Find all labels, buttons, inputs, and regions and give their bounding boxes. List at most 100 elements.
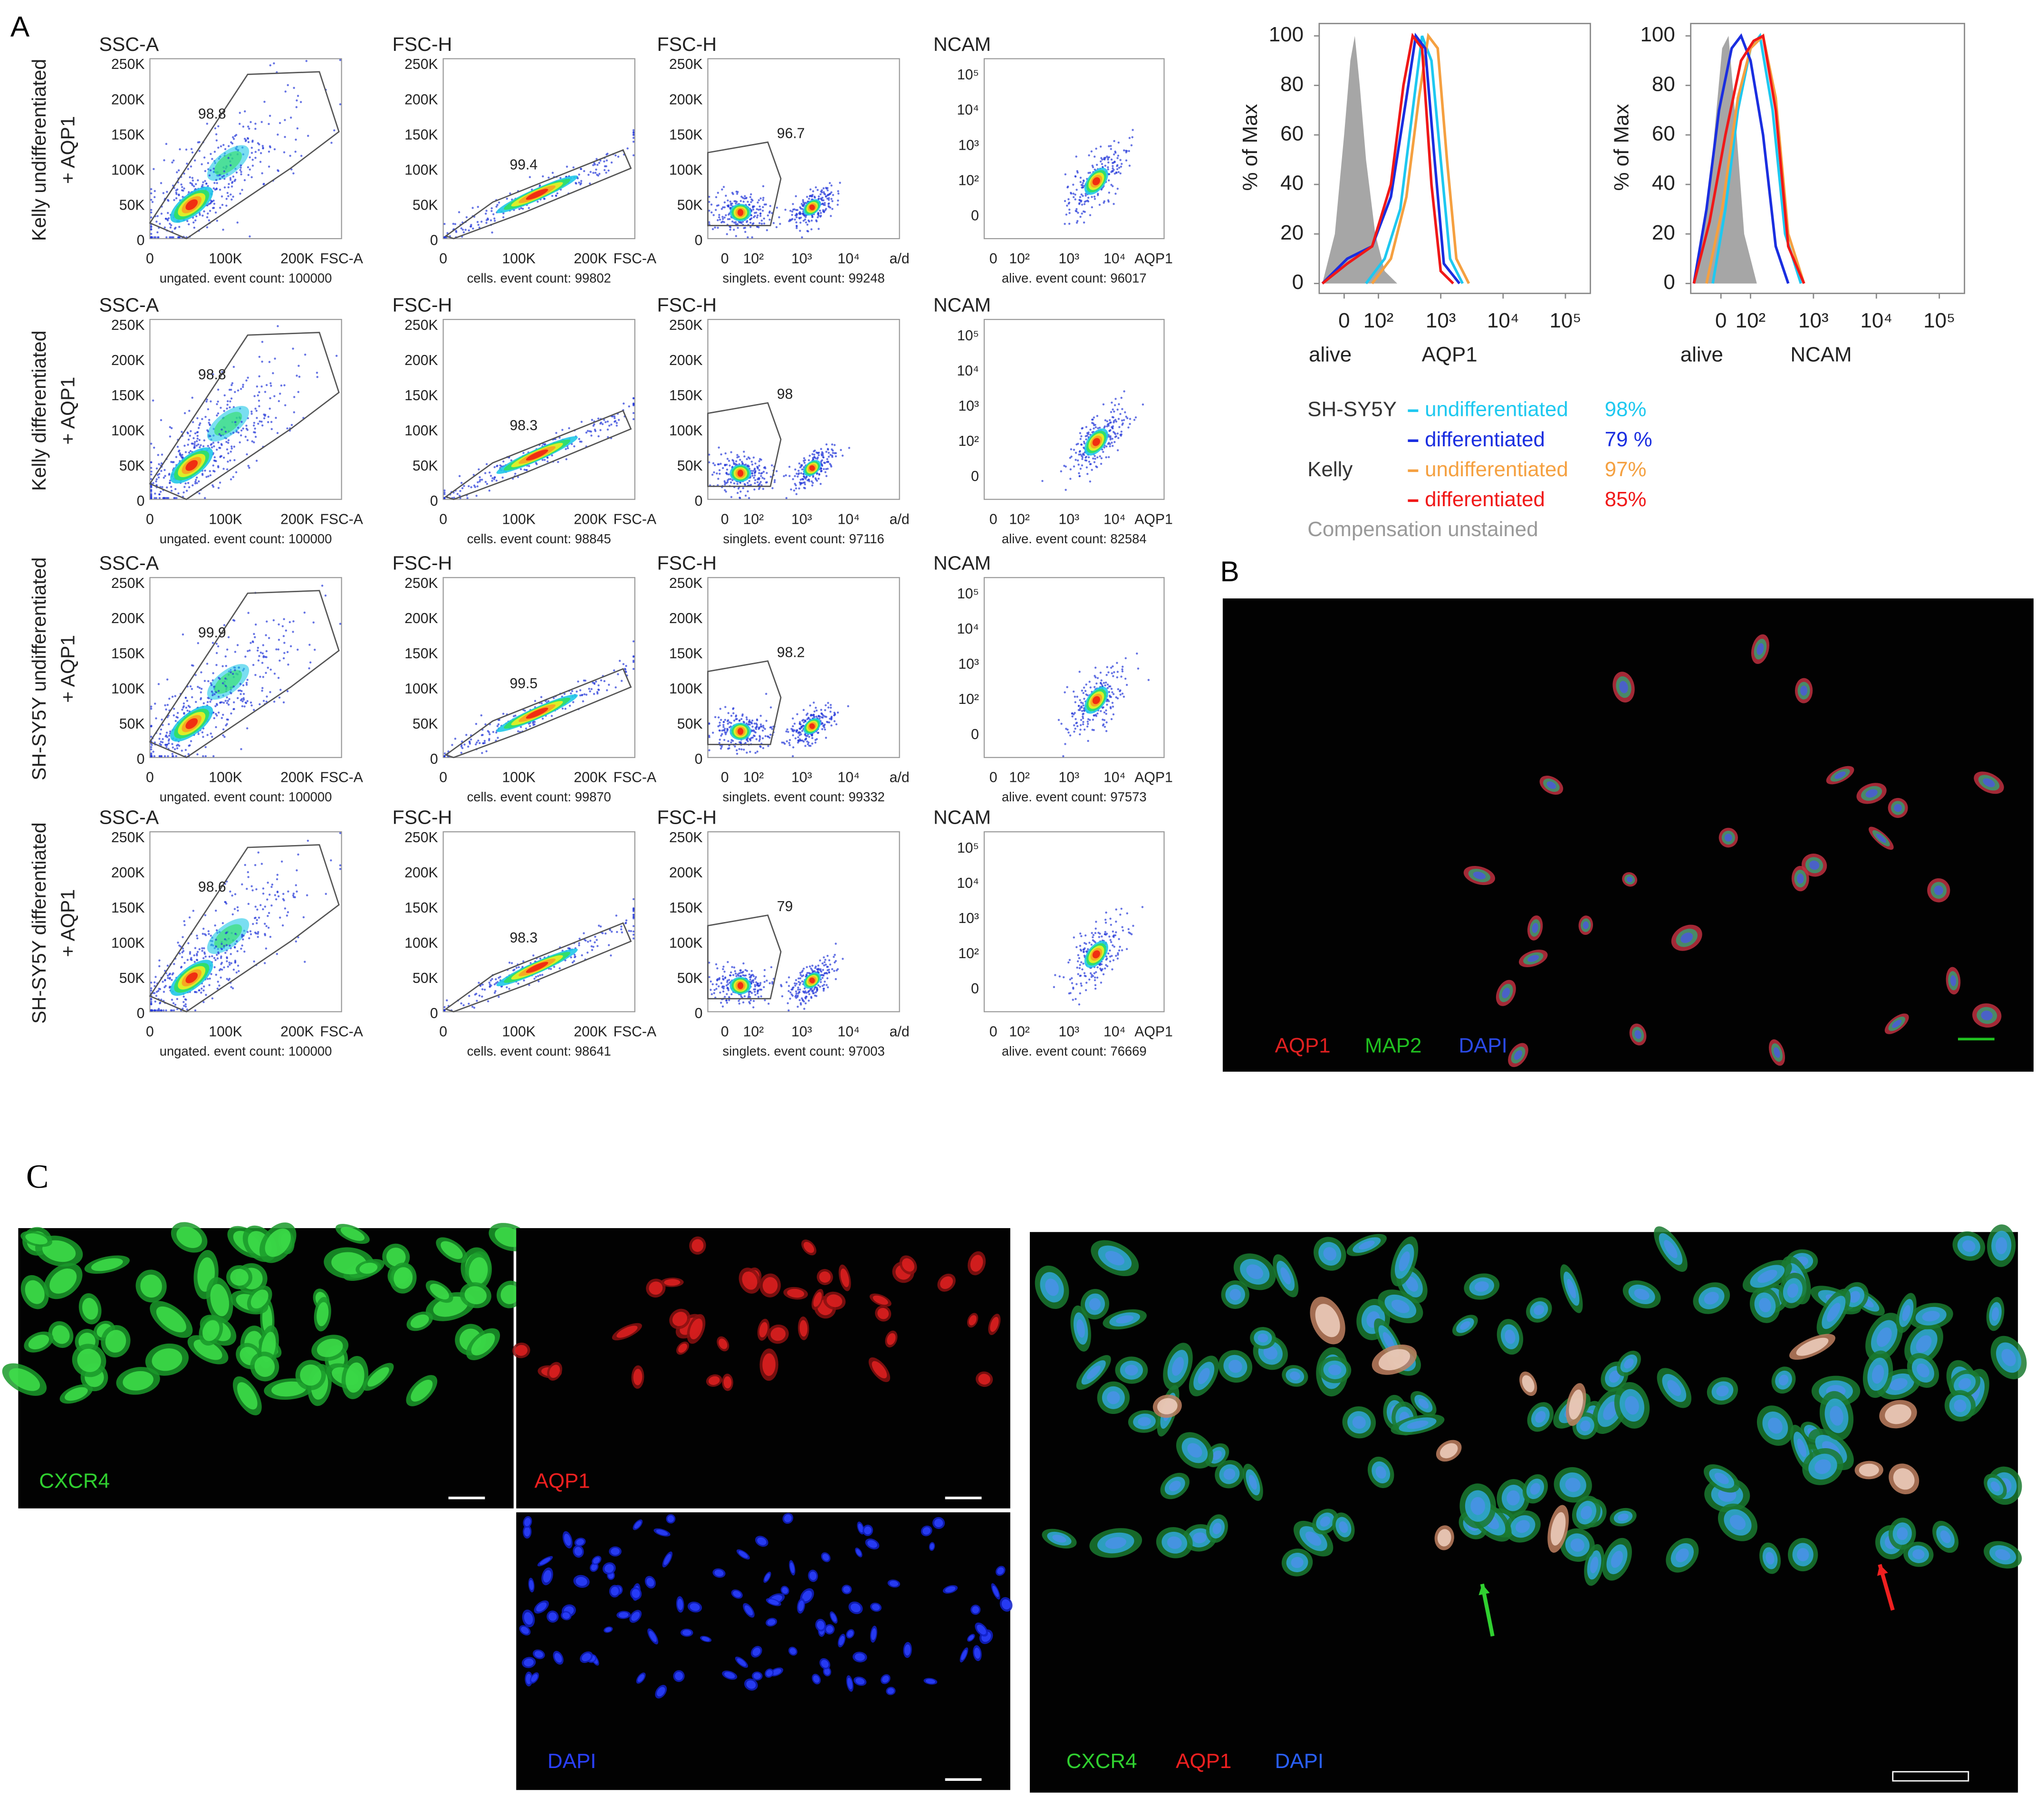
event-dot — [268, 150, 270, 153]
event-dot — [1079, 468, 1082, 470]
event-dot — [732, 712, 735, 714]
event-dot — [489, 219, 492, 221]
event-dot — [298, 375, 301, 378]
x-tick-label: FSC-A — [614, 770, 657, 786]
event-dot — [196, 954, 198, 957]
event-dot — [489, 733, 491, 735]
event-dot — [798, 734, 801, 736]
event-dot — [571, 961, 574, 964]
event-dot — [754, 462, 757, 465]
event-dot — [1118, 426, 1121, 428]
event-dot — [632, 129, 635, 132]
event-dot — [324, 594, 327, 597]
event-dot — [754, 751, 757, 754]
event-dot — [151, 201, 154, 203]
event-dot — [150, 473, 153, 476]
event-dot — [615, 424, 618, 427]
event-dot — [286, 690, 289, 692]
event-dot — [788, 466, 791, 468]
event-dot — [150, 1003, 153, 1006]
event-dot — [718, 216, 720, 219]
event-dot — [491, 978, 493, 980]
event-dot — [461, 747, 464, 750]
event-dot — [196, 440, 198, 442]
event-dot — [265, 947, 268, 950]
event-dot — [1106, 423, 1109, 426]
event-dot — [168, 986, 171, 989]
event-dot — [224, 901, 227, 904]
event-dot — [230, 447, 233, 450]
axis-label: SSC-A — [99, 552, 159, 574]
event-dot — [271, 884, 274, 886]
event-dot — [502, 712, 505, 715]
event-dot — [208, 219, 211, 221]
event-dot — [1110, 183, 1113, 186]
event-dot — [1085, 466, 1088, 469]
event-dot — [540, 702, 543, 704]
event-dot — [295, 940, 297, 942]
event-dot — [794, 475, 796, 477]
event-dot — [814, 739, 817, 741]
event-dot — [514, 472, 517, 475]
event-dot — [267, 666, 269, 669]
event-dot — [730, 721, 732, 724]
event-dot — [1116, 697, 1119, 700]
event-dot — [518, 966, 520, 969]
event-dot — [215, 139, 218, 142]
event-dot — [171, 161, 173, 164]
event-dot — [465, 734, 468, 736]
y-tick-label: 10² — [958, 433, 979, 449]
event-dot — [597, 688, 600, 691]
event-dot — [632, 898, 635, 901]
event-dot — [751, 472, 753, 474]
event-dot — [234, 421, 237, 423]
event-dot — [213, 202, 216, 205]
event-dot — [163, 497, 165, 500]
event-dot — [821, 202, 824, 205]
event-dot — [491, 231, 493, 234]
event-dot — [722, 729, 725, 731]
axis-label: SSC-A — [99, 807, 159, 828]
event-dot — [1108, 435, 1110, 438]
y-tick-label: 150K — [404, 900, 438, 916]
event-dot — [224, 952, 227, 954]
event-dot — [188, 452, 191, 454]
gate-percent: 98.8 — [198, 367, 226, 383]
event-dot — [827, 702, 829, 704]
event-dot — [192, 421, 194, 423]
event-dot — [816, 731, 819, 734]
event-dot — [726, 728, 729, 731]
x-tick-label: 10⁴ — [837, 251, 860, 267]
event-dot — [1076, 171, 1079, 174]
event-dot — [497, 723, 500, 726]
event-dot — [599, 423, 602, 425]
event-dot — [233, 946, 236, 948]
event-dot — [585, 939, 587, 942]
x-tick-label: FSC-A — [614, 251, 657, 267]
event-dot — [1091, 164, 1094, 167]
event-dot — [240, 164, 242, 167]
event-dot — [296, 375, 298, 377]
event-dot — [820, 709, 823, 711]
event-dot — [202, 957, 205, 960]
event-dot — [194, 481, 197, 483]
event-dot — [740, 461, 743, 463]
event-dot — [789, 210, 792, 212]
event-dot — [233, 908, 236, 910]
gate — [444, 149, 632, 240]
event-dot — [712, 731, 714, 734]
event-dot — [726, 458, 729, 460]
event-dot — [746, 718, 748, 721]
event-dot — [218, 174, 221, 176]
event-dot — [222, 468, 225, 470]
event-dot — [621, 931, 624, 934]
event-dot — [758, 472, 760, 474]
axis-label: NCAM — [933, 294, 991, 316]
event-dot — [741, 714, 744, 717]
event-dot — [488, 981, 490, 984]
event-dot — [1064, 743, 1066, 745]
event-dot — [282, 893, 285, 895]
event-dot — [632, 659, 635, 662]
event-dot — [461, 229, 464, 231]
event-dot — [290, 116, 292, 119]
